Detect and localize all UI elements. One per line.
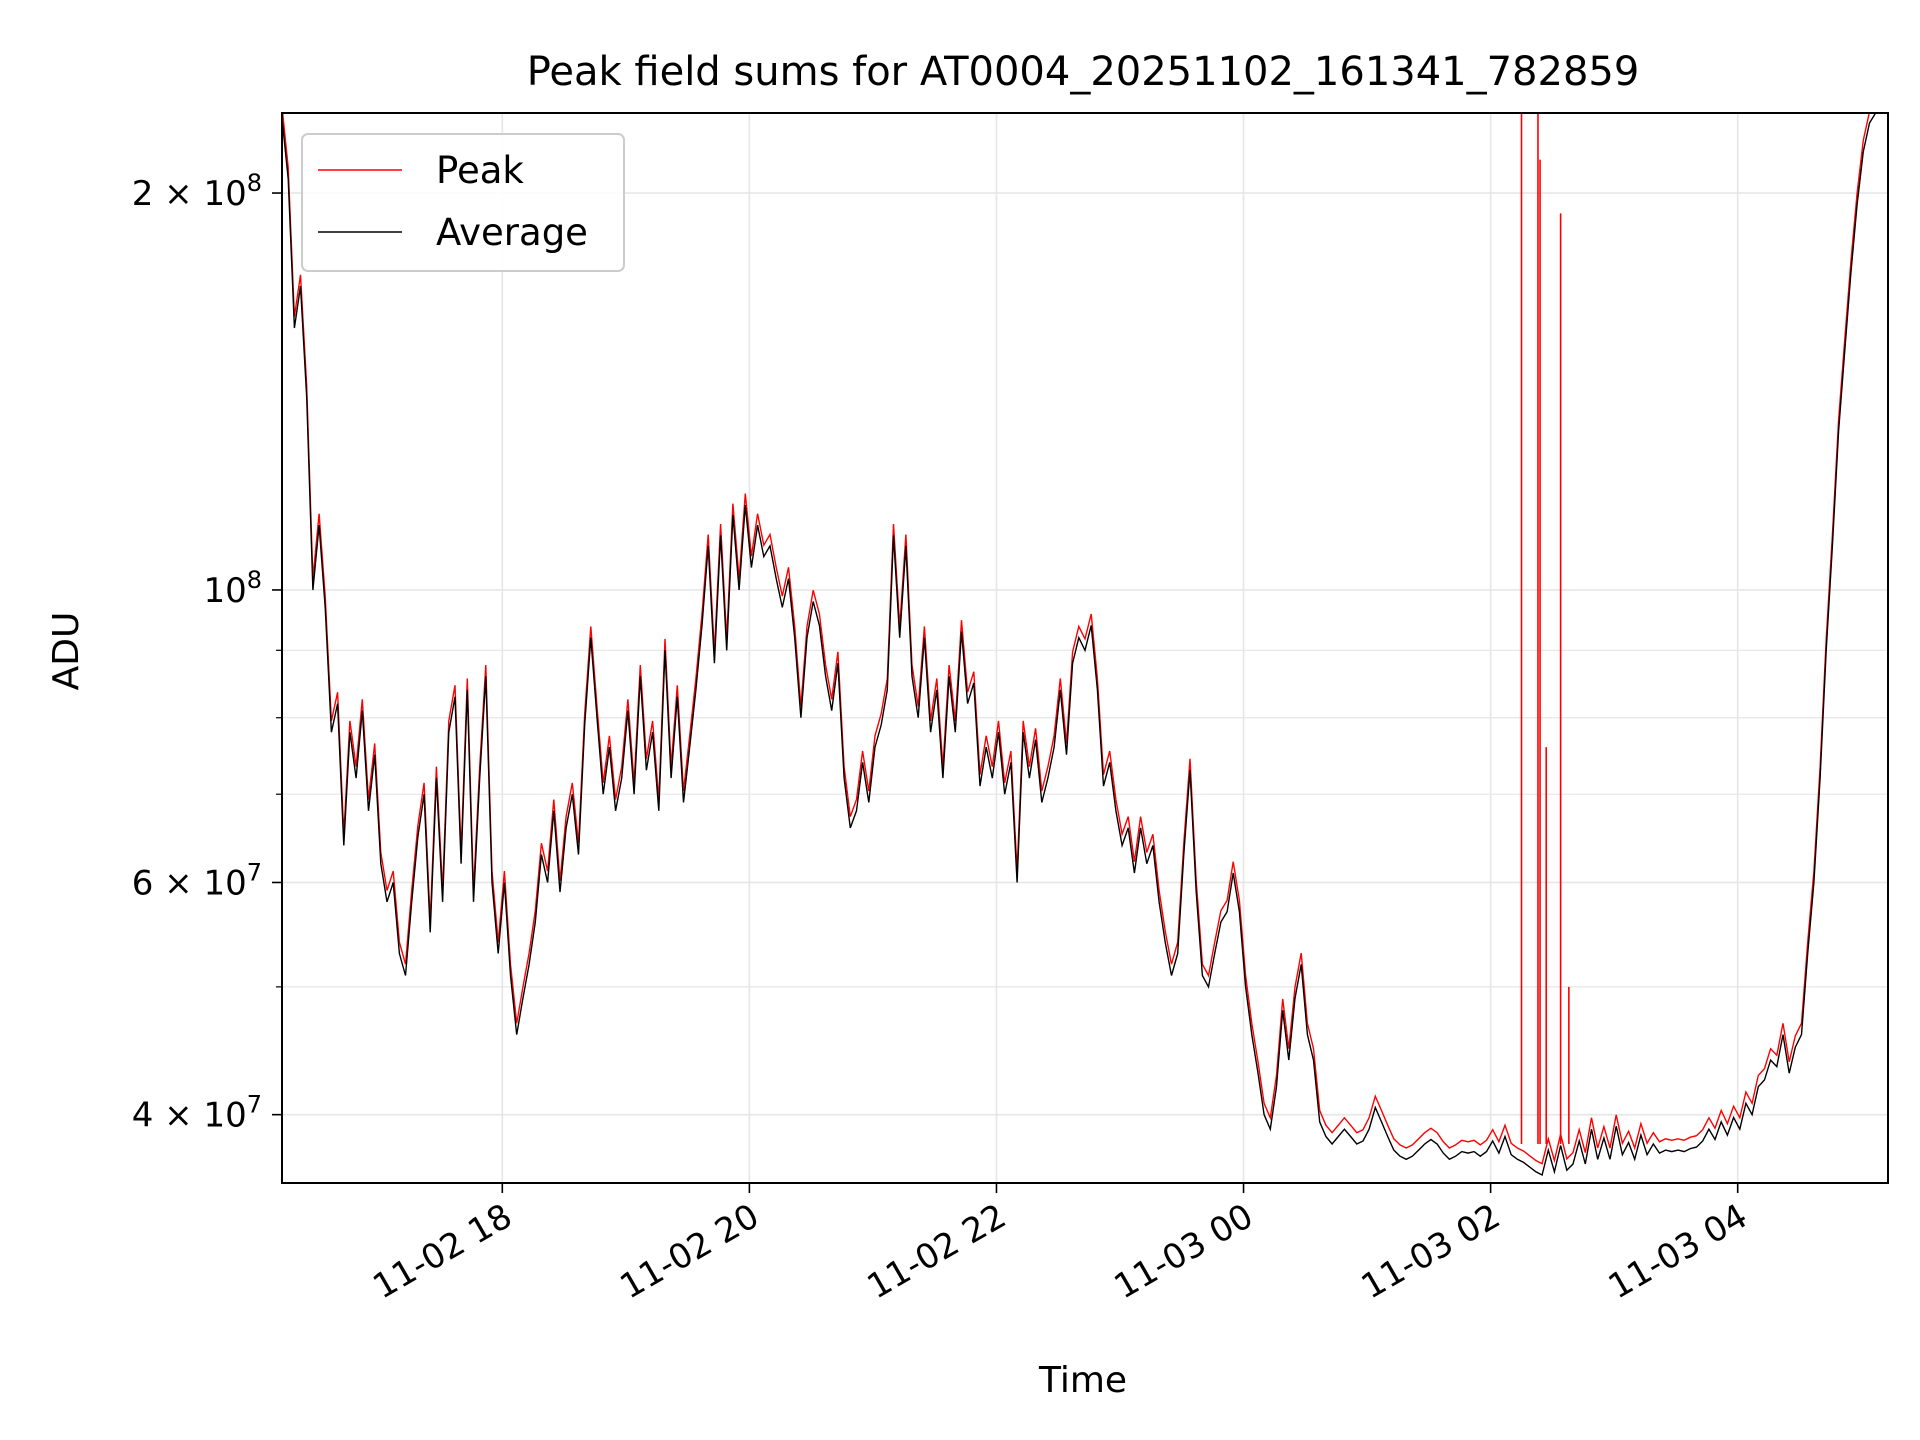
y-tick-label: 2 × 108 bbox=[132, 169, 262, 214]
legend-frame bbox=[301, 133, 625, 272]
y-tick-label: 6 × 107 bbox=[132, 858, 262, 903]
series-peak-line bbox=[282, 113, 1870, 1165]
legend-label-peak: Peak bbox=[436, 149, 524, 192]
y-axis-label: ADU bbox=[46, 612, 87, 691]
y-tick-label: 108 bbox=[203, 566, 262, 611]
x-axis-label: Time bbox=[1038, 1360, 1127, 1401]
y-tick-label: 4 × 107 bbox=[132, 1091, 262, 1136]
series-average-line bbox=[282, 113, 1877, 1177]
chart-title: Peak field sums for AT0004_20251102_1613… bbox=[527, 49, 1640, 95]
legend-label-average: Average bbox=[436, 211, 588, 254]
series-layer bbox=[282, 113, 1877, 1177]
legend: Peak Average bbox=[301, 133, 625, 272]
plot-frame bbox=[281, 112, 1889, 1184]
